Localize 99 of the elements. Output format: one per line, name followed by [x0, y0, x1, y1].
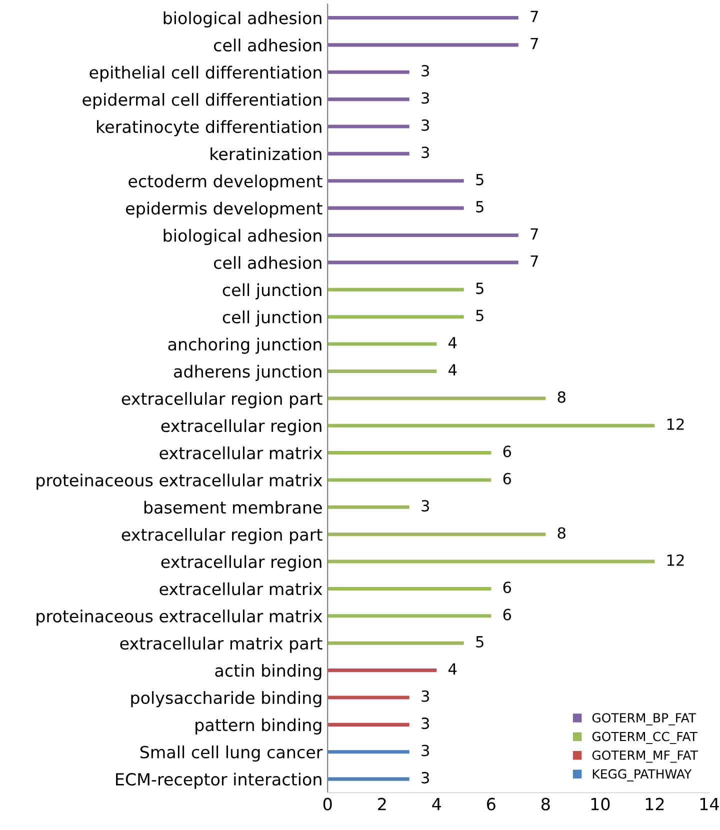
legend-label: GOTERM_BP_FAT: [592, 713, 696, 726]
bar: [328, 614, 492, 618]
y-tick-label: basement membrane: [144, 500, 322, 514]
data-label: 3: [422, 119, 429, 131]
legend-label: GOTERM_CC_FAT: [592, 732, 698, 744]
data-label: 5: [476, 636, 484, 648]
bar: [328, 260, 518, 264]
data-label: 12: [667, 554, 684, 566]
bar: [328, 696, 410, 700]
bar: [328, 98, 410, 102]
x-tick-label: 10: [591, 798, 610, 810]
y-tick-label: Small cell lung cancer: [140, 746, 323, 762]
y-tick-label: epithelial cell differentiation: [90, 66, 322, 82]
bar: [328, 288, 464, 292]
y-tick-label: extracellular matrix: [160, 446, 322, 460]
y-tick-label: proteinaceous extracellular matrix: [36, 610, 322, 626]
y-tick-label: keratinocyte differentiation: [97, 120, 322, 136]
bar: [328, 396, 546, 400]
legend-label: KEGG_PATHWAY: [592, 769, 692, 782]
data-label: 7: [530, 10, 538, 22]
bar: [328, 233, 518, 238]
x-tick-label: 6: [487, 798, 496, 810]
legend-label: GOTERM_MF_FAT: [592, 750, 698, 763]
y-tick-label: extracellular region part: [122, 392, 322, 408]
data-label: 6: [503, 446, 512, 458]
data-label: 3: [422, 718, 429, 730]
y-tick-label: cell junction: [222, 283, 322, 300]
x-tick-label: 8: [541, 798, 550, 810]
data-label: 3: [422, 65, 429, 77]
bar: [328, 369, 437, 373]
x-tick-label: 2: [378, 798, 386, 810]
bar: [328, 315, 464, 319]
y-tick-label: biological adhesion: [164, 11, 322, 28]
x-tick-label: 4: [432, 798, 441, 810]
x-tick-label: 14: [700, 798, 719, 810]
data-label: 3: [422, 92, 429, 104]
y-tick-label: keratinization: [210, 147, 322, 160]
bar: [328, 124, 410, 128]
y-tick-label: biological adhesion: [164, 228, 322, 246]
data-label: 7: [530, 38, 538, 50]
data-label: 3: [422, 772, 429, 784]
bar: [328, 70, 410, 74]
data-label: 7: [530, 256, 538, 267]
data-label: 4: [448, 663, 457, 675]
y-tick-label: anchoring junction: [168, 338, 322, 354]
data-label: 5: [476, 282, 484, 294]
bar: [328, 750, 410, 754]
data-label: 3: [422, 500, 429, 512]
bar: [328, 424, 655, 428]
bar: [328, 206, 464, 210]
bar: [328, 532, 546, 536]
data-label: 4: [448, 337, 457, 348]
y-tick-label: ectoderm development: [128, 174, 322, 191]
y-tick-label: actin binding: [215, 664, 322, 680]
x-tick-label: 0: [323, 798, 332, 810]
data-label: 3: [422, 146, 429, 158]
bar: [328, 152, 410, 156]
y-tick-label: extracellular region: [161, 555, 322, 572]
bar: [328, 722, 410, 726]
bar: [328, 478, 492, 482]
x-tick-label: 12: [646, 798, 664, 810]
data-label: 8: [558, 391, 566, 403]
bar: [328, 16, 518, 20]
y-tick-label: epidermis development: [126, 202, 322, 218]
data-label: 7: [530, 228, 538, 240]
bar: [328, 777, 410, 781]
bar: [328, 668, 437, 672]
data-label: 5: [476, 174, 484, 186]
data-label: 3: [422, 744, 429, 756]
bar: [328, 505, 410, 509]
y-tick-label: proteinaceous extracellular matrix: [36, 474, 322, 490]
y-tick-label: cell adhesion: [214, 38, 322, 52]
y-tick-label: epidermal cell differentiation: [82, 92, 322, 110]
y-tick-label: ECM-receptor interaction: [116, 772, 322, 789]
data-label: 12: [667, 418, 684, 430]
data-label: 6: [503, 472, 512, 484]
y-tick-label: extracellular matrix part: [120, 636, 322, 653]
data-label: 5: [476, 201, 484, 213]
y-tick-label: cell junction: [222, 310, 322, 327]
y-tick-label: pattern binding: [196, 718, 322, 734]
y-tick-label: extracellular region: [161, 419, 322, 436]
data-label: 6: [503, 608, 512, 620]
bar: [328, 43, 518, 47]
y-tick-label: extracellular region part: [122, 528, 322, 544]
y-tick-label: extracellular matrix: [160, 582, 322, 596]
data-label: 6: [503, 582, 512, 594]
y-tick-label: polysaccharide binding: [131, 691, 322, 708]
bar: [328, 342, 437, 346]
data-label: 8: [558, 527, 566, 539]
data-label: 3: [422, 690, 429, 702]
bar: [328, 586, 492, 590]
bar: [328, 179, 464, 183]
bar: [328, 451, 492, 455]
bar: [328, 641, 464, 645]
bar: [328, 560, 655, 564]
y-tick-label: cell adhesion: [214, 256, 322, 270]
data-label: 5: [476, 310, 484, 322]
data-label: 4: [448, 364, 457, 376]
y-tick-label: adherens junction: [174, 364, 322, 382]
